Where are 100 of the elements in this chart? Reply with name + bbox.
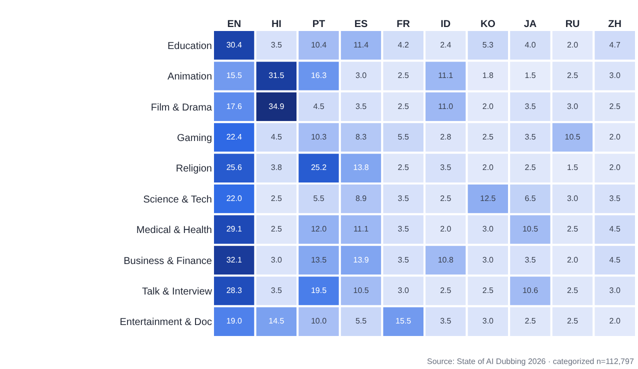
data-label: 2.5 bbox=[482, 286, 494, 295]
data-label: 1.8 bbox=[482, 71, 494, 80]
y-tick-label: Film & Drama bbox=[150, 102, 212, 114]
data-label: 3.0 bbox=[566, 102, 579, 111]
data-label: 2.5 bbox=[482, 132, 494, 142]
data-label: 3.5 bbox=[355, 102, 368, 111]
data-label: 2.5 bbox=[524, 163, 536, 172]
y-tick-label: Religion bbox=[176, 164, 212, 175]
data-label: 3.0 bbox=[398, 286, 410, 295]
data-label: 8.9 bbox=[355, 194, 368, 203]
data-label: 2.0 bbox=[440, 224, 452, 234]
data-label: 19.0 bbox=[226, 316, 242, 326]
x-tick-label: ZH bbox=[608, 19, 622, 30]
data-label: 2.5 bbox=[398, 163, 410, 172]
data-label: 10.3 bbox=[310, 132, 328, 142]
x-tick-label: PT bbox=[312, 19, 326, 30]
data-label: 22.4 bbox=[226, 132, 242, 142]
data-label: 3.0 bbox=[566, 194, 579, 203]
data-label: 10.5 bbox=[353, 286, 370, 295]
data-label: 22.0 bbox=[226, 194, 242, 203]
data-label: 3.0 bbox=[482, 255, 494, 264]
data-label: 28.3 bbox=[226, 286, 242, 295]
data-label: 6.5 bbox=[524, 194, 536, 203]
data-label: 2.5 bbox=[566, 316, 579, 326]
y-tick-label: Education bbox=[168, 40, 212, 52]
data-label: 2.0 bbox=[566, 40, 579, 50]
data-label: 4.5 bbox=[609, 255, 621, 264]
data-label: 3.5 bbox=[609, 194, 621, 203]
data-label: 12.0 bbox=[310, 224, 328, 234]
data-label: 2.0 bbox=[482, 163, 494, 172]
data-label: 32.1 bbox=[226, 255, 242, 264]
data-label: 3.5 bbox=[524, 255, 536, 264]
data-label: 3.0 bbox=[270, 255, 283, 264]
data-label: 2.5 bbox=[270, 224, 283, 234]
data-label: 2.5 bbox=[398, 71, 410, 80]
data-label: 11.1 bbox=[438, 71, 454, 80]
data-label: 2.8 bbox=[440, 132, 452, 142]
data-label: 3.5 bbox=[398, 255, 410, 264]
data-label: 30.4 bbox=[226, 40, 242, 50]
data-label: 10.8 bbox=[438, 255, 454, 264]
data-label: 13.8 bbox=[353, 163, 370, 172]
data-label: 31.5 bbox=[268, 71, 285, 80]
data-label: 4.0 bbox=[524, 40, 536, 50]
data-label: 12.5 bbox=[480, 194, 496, 203]
y-tick-label: Medical & Health bbox=[136, 225, 212, 236]
data-label: 10.0 bbox=[310, 316, 328, 326]
data-label: 3.0 bbox=[355, 71, 368, 80]
data-label: 2.4 bbox=[440, 40, 452, 50]
x-tick-label: ID bbox=[440, 19, 451, 30]
y-tick-label: Animation bbox=[168, 72, 212, 83]
data-label: 11.4 bbox=[354, 40, 370, 50]
y-tick-label: Talk & Interview bbox=[142, 286, 213, 298]
y-tick-label: Gaming bbox=[176, 132, 212, 144]
data-label: 3.0 bbox=[609, 286, 621, 295]
data-label: 16.3 bbox=[310, 71, 328, 80]
data-label: 3.0 bbox=[482, 316, 494, 326]
data-label: 5.3 bbox=[482, 40, 494, 50]
data-label: 17.6 bbox=[226, 102, 242, 111]
data-label: 2.0 bbox=[609, 132, 621, 142]
data-label: 4.5 bbox=[609, 224, 621, 234]
data-label: 25.2 bbox=[310, 163, 328, 172]
data-label: 2.5 bbox=[566, 224, 579, 234]
data-label: 2.5 bbox=[609, 102, 621, 111]
data-label: 2.5 bbox=[566, 286, 579, 295]
data-label: 10.6 bbox=[522, 286, 539, 295]
data-label: 2.5 bbox=[440, 194, 452, 203]
data-label: 2.5 bbox=[270, 194, 283, 203]
data-label: 4.2 bbox=[398, 40, 410, 50]
data-label: 15.5 bbox=[396, 316, 412, 326]
data-label: 4.5 bbox=[313, 102, 325, 111]
data-label: 10.5 bbox=[522, 224, 539, 234]
data-label: 10.4 bbox=[310, 40, 328, 50]
data-label: 19.5 bbox=[310, 286, 328, 295]
data-label: 10.5 bbox=[564, 132, 581, 142]
data-label: 5.5 bbox=[355, 316, 368, 326]
annotation: Source: State of AI Dubbing 2026 · categorized n=112,797 bbox=[427, 357, 634, 366]
data-label: 4.7 bbox=[609, 40, 621, 50]
data-label: 3.5 bbox=[270, 40, 283, 50]
data-label: 5.5 bbox=[313, 194, 325, 203]
y-tick-label: Business & Finance bbox=[124, 256, 212, 267]
data-label: 13.9 bbox=[353, 255, 370, 264]
data-label: 29.1 bbox=[226, 224, 242, 234]
data-label: 2.5 bbox=[440, 286, 452, 295]
data-label: 14.5 bbox=[268, 316, 285, 326]
x-tick-label: FR bbox=[396, 19, 411, 30]
x-tick-label: KO bbox=[480, 19, 496, 30]
y-tick-label: Science & Tech bbox=[143, 194, 212, 206]
data-label: 3.5 bbox=[270, 286, 283, 295]
x-tick-label: ES bbox=[354, 19, 368, 30]
data-label: 2.5 bbox=[398, 102, 410, 111]
data-label: 2.0 bbox=[482, 102, 494, 111]
x-tick-label: JA bbox=[524, 19, 537, 30]
data-label: 3.5 bbox=[440, 316, 452, 326]
data-label: 11.0 bbox=[438, 102, 454, 111]
x-tick-label: EN bbox=[227, 19, 242, 30]
data-label: 3.0 bbox=[482, 224, 494, 234]
data-label: 4.5 bbox=[270, 132, 283, 142]
data-label: 8.3 bbox=[355, 132, 368, 142]
data-label: 11.1 bbox=[354, 224, 370, 234]
data-label: 3.5 bbox=[440, 163, 452, 172]
